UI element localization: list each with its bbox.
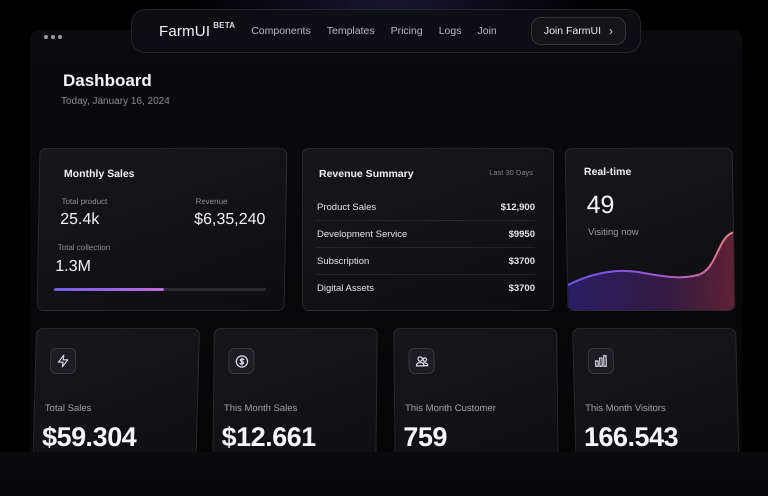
revenue-row-amount: $3700 (508, 255, 535, 267)
bar-chart-icon (587, 348, 615, 374)
stat-label: This Month Visitors (585, 403, 666, 414)
total-collection-value: 1.3M (55, 258, 92, 275)
revenue-row-amount: $3700 (508, 283, 535, 294)
revenue-summary-card: Revenue Summary Last 30 Days Product Sal… (302, 148, 554, 311)
revenue-row-amount: $12,900 (500, 201, 535, 213)
monthly-sales-title: Monthly Sales (63, 168, 135, 180)
revenue-row: Development Service $9950 (317, 221, 535, 248)
bottom-fade-overlay (0, 452, 768, 496)
nav-link-pricing[interactable]: Pricing (390, 25, 423, 37)
realtime-title: Real-time (583, 166, 632, 178)
total-revenue-value: $6,35,240 (194, 211, 266, 228)
revenue-row-label: Subscription (317, 255, 370, 267)
collection-progress-fill (53, 288, 165, 291)
chevron-right-icon: › (609, 24, 613, 38)
stat-value: $12.661 (221, 422, 316, 452)
revenue-row: Product Sales $12,900 (317, 194, 535, 221)
stat-label: Total Sales (44, 403, 92, 414)
stat-card-total-sales: Total Sales $59.304 (32, 328, 200, 478)
revenue-row-label: Product Sales (317, 201, 377, 213)
realtime-area (567, 232, 736, 310)
revenue-row: Digital Assets $3700 (317, 275, 535, 302)
nav-link-components[interactable]: Components (251, 25, 311, 37)
top-navbar: FarmUI BETA Components Templates Pricing … (131, 9, 641, 53)
stat-value: 759 (403, 422, 448, 452)
page-title: Dashboard (63, 71, 152, 90)
realtime-line (567, 231, 736, 286)
realtime-card: Real-time 49 Visiting now (564, 148, 736, 311)
collection-progress-bar (53, 288, 266, 291)
stat-card-month-visitors: This Month Visitors 166.543 (572, 328, 740, 478)
page-date: Today, January 16, 2024 (61, 96, 170, 107)
stat-value: $59.304 (41, 422, 137, 452)
total-product-label: Total product (61, 197, 108, 206)
beta-badge: BETA (213, 20, 236, 30)
revenue-row-label: Development Service (317, 228, 408, 240)
nav-links: Components Templates Pricing Logs Join (251, 25, 497, 37)
nav-link-join[interactable]: Join (477, 25, 497, 37)
brand-name: FarmUI (159, 22, 211, 40)
nav-link-logs[interactable]: Logs (438, 25, 462, 37)
window-controls (44, 35, 62, 39)
dollar-icon (228, 348, 255, 374)
monthly-sales-card: Monthly Sales Total product 25.4k Revenu… (36, 148, 288, 311)
revenue-list: Product Sales $12,900 Development Servic… (317, 194, 535, 302)
join-button-label: Join FarmUI (543, 25, 601, 37)
stat-card-month-sales: This Month Sales $12.661 (212, 328, 378, 478)
total-collection-label: Total collection (57, 243, 111, 252)
lightning-icon (49, 348, 77, 374)
revenue-row-amount: $9950 (508, 228, 535, 240)
total-revenue-label: Revenue (195, 197, 228, 206)
users-icon (408, 348, 435, 374)
revenue-row: Subscription $3700 (317, 248, 535, 275)
revenue-row-label: Digital Assets (317, 283, 375, 294)
total-product-value: 25.4k (60, 211, 100, 228)
brand-logo[interactable]: FarmUI BETA (159, 20, 236, 40)
join-farmui-button[interactable]: Join FarmUI › (530, 17, 626, 45)
revenue-period: Last 30 Days (489, 168, 533, 177)
nav-link-templates[interactable]: Templates (326, 25, 375, 37)
stat-value: 166.543 (583, 422, 679, 452)
stat-label: This Month Sales (223, 403, 298, 414)
realtime-area-chart (567, 231, 736, 310)
revenue-summary-title: Revenue Summary (319, 168, 414, 180)
realtime-visitors-value: 49 (586, 191, 615, 219)
stat-label: This Month Customer (405, 403, 496, 414)
stat-card-month-customer: This Month Customer 759 (393, 328, 559, 478)
